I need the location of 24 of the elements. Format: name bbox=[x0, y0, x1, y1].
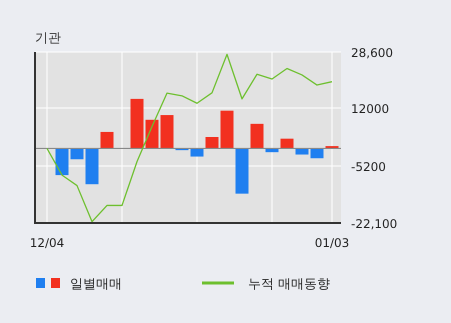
bar bbox=[190, 148, 204, 157]
bar bbox=[310, 148, 324, 158]
bar bbox=[100, 132, 114, 148]
bar bbox=[160, 115, 174, 148]
bar bbox=[280, 138, 294, 148]
line-series bbox=[46, 54, 333, 222]
bar bbox=[220, 110, 234, 148]
bar bbox=[296, 148, 308, 155]
chart-title: 기관 bbox=[35, 31, 61, 46]
y-tick-label: 12000 bbox=[351, 102, 390, 116]
bar bbox=[56, 148, 68, 176]
bar bbox=[86, 148, 98, 184]
y-tick-label: -5200 bbox=[351, 160, 386, 174]
x-tick-label: 12/04 bbox=[30, 236, 64, 250]
bar bbox=[130, 98, 144, 148]
bar bbox=[236, 148, 248, 194]
bar bbox=[250, 124, 264, 148]
legend-label: 일별매매 bbox=[70, 277, 122, 292]
legend-label: 누적 매매동향 bbox=[248, 277, 330, 292]
x-tick-label: 01/03 bbox=[314, 236, 350, 250]
bar bbox=[206, 136, 218, 148]
y-tick-label: 28,600 bbox=[351, 46, 393, 60]
y-tick-label: -22,100 bbox=[351, 217, 398, 231]
bar bbox=[70, 148, 84, 160]
